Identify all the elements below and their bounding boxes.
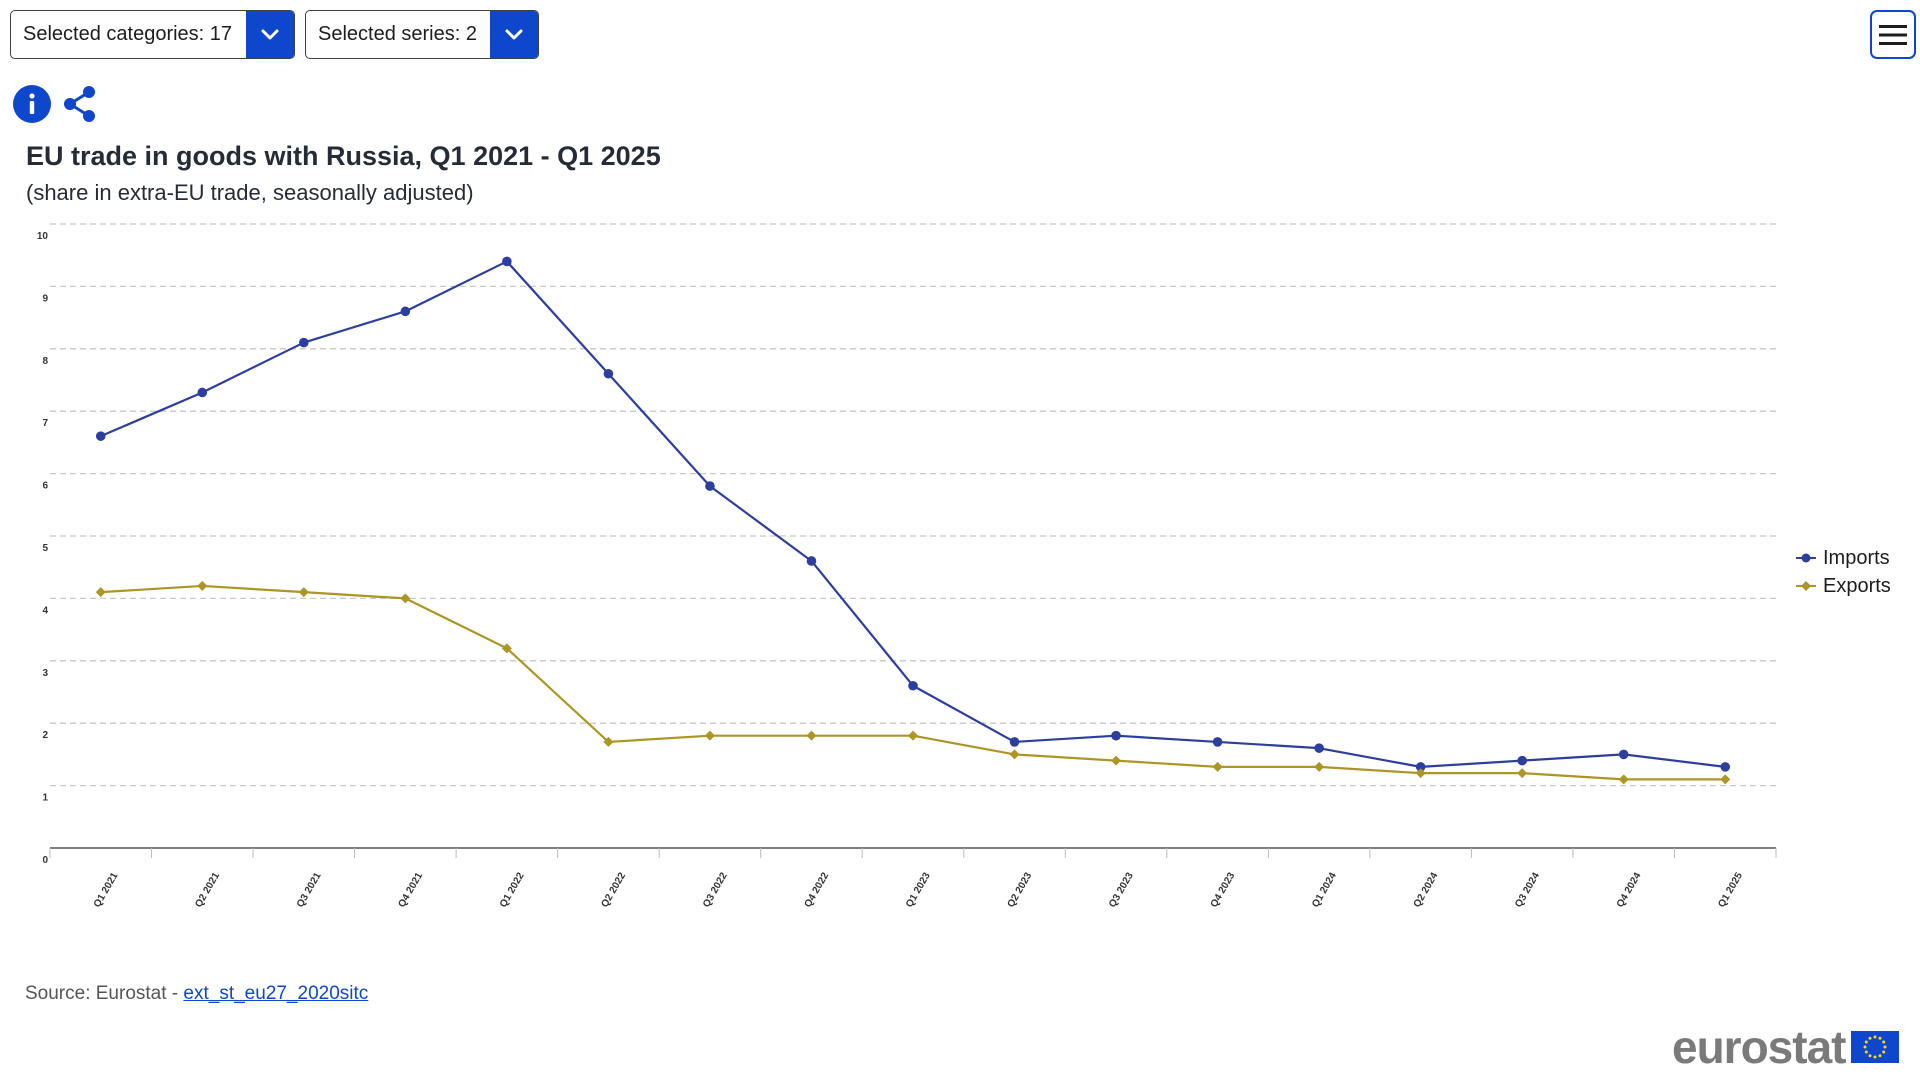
chevron-down-icon[interactable]: [490, 11, 538, 58]
legend-item-imports[interactable]: Imports: [1795, 544, 1891, 572]
data-point-exports: [95, 587, 106, 598]
x-tick-label: Q3 2021: [295, 870, 324, 909]
series-dropdown[interactable]: Selected series: 2: [305, 10, 539, 59]
x-tick-label: Q2 2021: [193, 870, 222, 909]
chevron-down-icon[interactable]: [246, 11, 294, 58]
x-tick-label: Q1 2023: [904, 870, 933, 909]
x-tick-label: Q1 2022: [498, 870, 527, 909]
x-tick-label: Q2 2022: [599, 870, 628, 909]
data-point-exports: [908, 730, 918, 741]
data-point-imports: [1618, 749, 1629, 760]
source-dataset-link[interactable]: ext_st_eu27_2020sitc: [183, 983, 369, 1004]
x-tick-label: Q2 2024: [1412, 870, 1441, 909]
data-point-exports: [1720, 774, 1731, 785]
x-tick-label: Q4 2022: [803, 870, 832, 909]
data-point-imports: [1212, 737, 1223, 747]
x-tick-label: Q1 2025: [1716, 870, 1745, 909]
data-point-imports: [806, 556, 817, 566]
y-tick-label: 9: [42, 293, 48, 304]
y-tick-label: 3: [42, 668, 48, 679]
data-point-exports: [1517, 768, 1528, 779]
share-button[interactable]: [60, 84, 100, 124]
categories-dropdown[interactable]: Selected categories: 17: [10, 10, 295, 59]
y-tick-label: 4: [42, 605, 48, 616]
data-point-exports: [501, 643, 512, 654]
y-tick-label: 10: [37, 231, 49, 242]
data-point-exports: [400, 593, 411, 604]
info-button[interactable]: [12, 84, 52, 124]
logo-text: eurostat: [1672, 1021, 1846, 1073]
legend-label-exports: Exports: [1823, 574, 1891, 597]
data-point-exports: [1618, 774, 1629, 785]
x-tick-label: Q1 2024: [1310, 870, 1339, 909]
x-tick-label: Q3 2023: [1107, 870, 1136, 909]
legend-label-imports: Imports: [1823, 546, 1890, 569]
data-point-exports: [1415, 768, 1426, 779]
x-tick-label: Q3 2024: [1513, 870, 1542, 909]
data-point-exports: [806, 730, 817, 741]
chart-title: EU trade in goods with Russia, Q1 2021 -…: [26, 141, 661, 171]
data-point-imports: [1720, 762, 1731, 772]
y-tick-label: 6: [42, 481, 48, 492]
source-note: Source: Eurostat - ext_st_eu27_2020sitc: [25, 983, 368, 1005]
data-point-imports: [1009, 737, 1020, 747]
eu-flag-icon: [1851, 1031, 1900, 1063]
series-line-imports: [100, 260, 1726, 768]
eurostat-logo: eurostat: [1672, 1020, 1900, 1074]
data-point-imports: [197, 387, 208, 398]
share-icon: [64, 86, 95, 122]
data-point-exports: [1212, 761, 1223, 772]
data-point-imports: [705, 481, 715, 491]
data-point-imports: [400, 306, 411, 317]
categories-dropdown-label: Selected categories: 17: [23, 23, 233, 45]
legend-imports-marker: [1796, 553, 1816, 563]
series-dropdown-label: Selected series: 2: [318, 23, 477, 45]
y-tick-label: 7: [42, 418, 48, 429]
data-point-imports: [1415, 762, 1426, 772]
chart-subtitle: (share in extra-EU trade, seasonally adj…: [26, 180, 474, 205]
y-tick-label: 8: [42, 356, 48, 367]
data-point-imports: [603, 368, 614, 379]
data-point-exports: [1111, 755, 1122, 766]
data-point-imports: [95, 431, 106, 441]
x-tick-label: Q4 2024: [1615, 870, 1644, 909]
data-point-imports: [1111, 730, 1121, 741]
x-tick-label: Q3 2022: [701, 870, 730, 909]
data-point-exports: [1314, 761, 1325, 772]
data-point-imports: [908, 680, 918, 691]
data-point-imports: [299, 337, 309, 348]
x-tick-label: Q2 2023: [1006, 870, 1035, 909]
x-tick-label: Q4 2021: [396, 870, 425, 909]
data-point-exports: [1009, 749, 1020, 760]
data-point-exports: [298, 587, 309, 598]
data-point-exports: [603, 736, 614, 747]
x-tick-label: Q4 2023: [1209, 870, 1238, 909]
data-point-imports: [1517, 755, 1527, 766]
legend-item-exports[interactable]: Exports: [1795, 572, 1891, 600]
legend-exports-marker: [1796, 581, 1816, 591]
x-tick-label: Q1 2021: [92, 870, 121, 909]
source-prefix: Source: Eurostat -: [25, 983, 184, 1004]
data-point-exports: [704, 730, 715, 741]
chart-legend: Imports Exports: [1795, 544, 1891, 600]
y-tick-label: 2: [42, 730, 48, 741]
y-tick-label: 5: [42, 543, 48, 554]
data-point-imports: [1314, 743, 1324, 753]
data-point-imports: [502, 256, 512, 267]
data-point-exports: [197, 580, 208, 591]
y-tick-label: 1: [42, 793, 48, 804]
info-icon: [13, 85, 51, 123]
hamburger-menu-icon: [1879, 24, 1907, 45]
menu-button[interactable]: [1870, 10, 1916, 59]
y-tick-label: 0: [42, 855, 48, 866]
